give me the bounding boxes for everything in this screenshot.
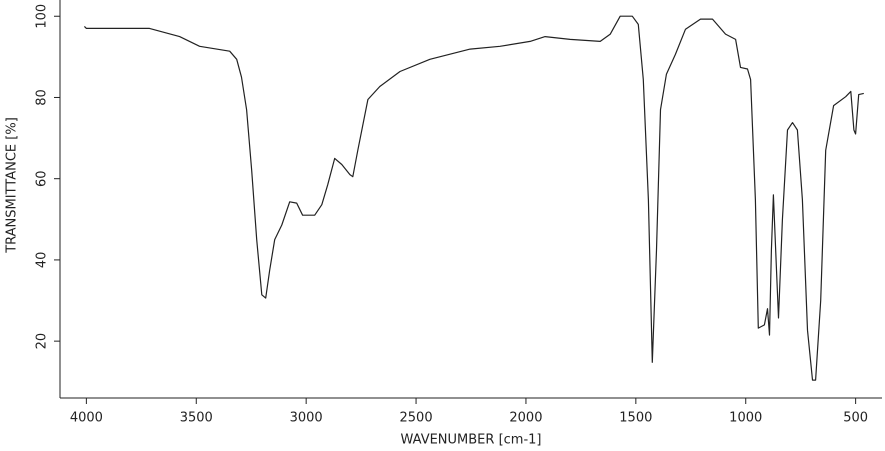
x-tick-label: 1000 [729, 411, 762, 426]
x-tick-label: 2000 [509, 411, 542, 426]
x-tick-label: 4000 [70, 411, 103, 426]
y-axis-label: TRANSMITTANCE [%] [5, 117, 20, 254]
y-tick-label: 60 [35, 170, 50, 187]
y-tick-label: 40 [35, 252, 50, 269]
spectrum-line [83, 15, 864, 381]
x-axis-label: WAVENUMBER [cm-1] [401, 433, 542, 448]
y-tick-label: 80 [35, 89, 50, 106]
x-tick-label: 3000 [290, 411, 323, 426]
x-tick-label: 2500 [400, 411, 433, 426]
x-tick-label: 500 [843, 411, 868, 426]
y-tick-label: 20 [35, 333, 50, 350]
x-tick-label: 3500 [180, 411, 213, 426]
y-tick-label: 100 [35, 4, 50, 29]
x-tick-label: 1500 [619, 411, 652, 426]
